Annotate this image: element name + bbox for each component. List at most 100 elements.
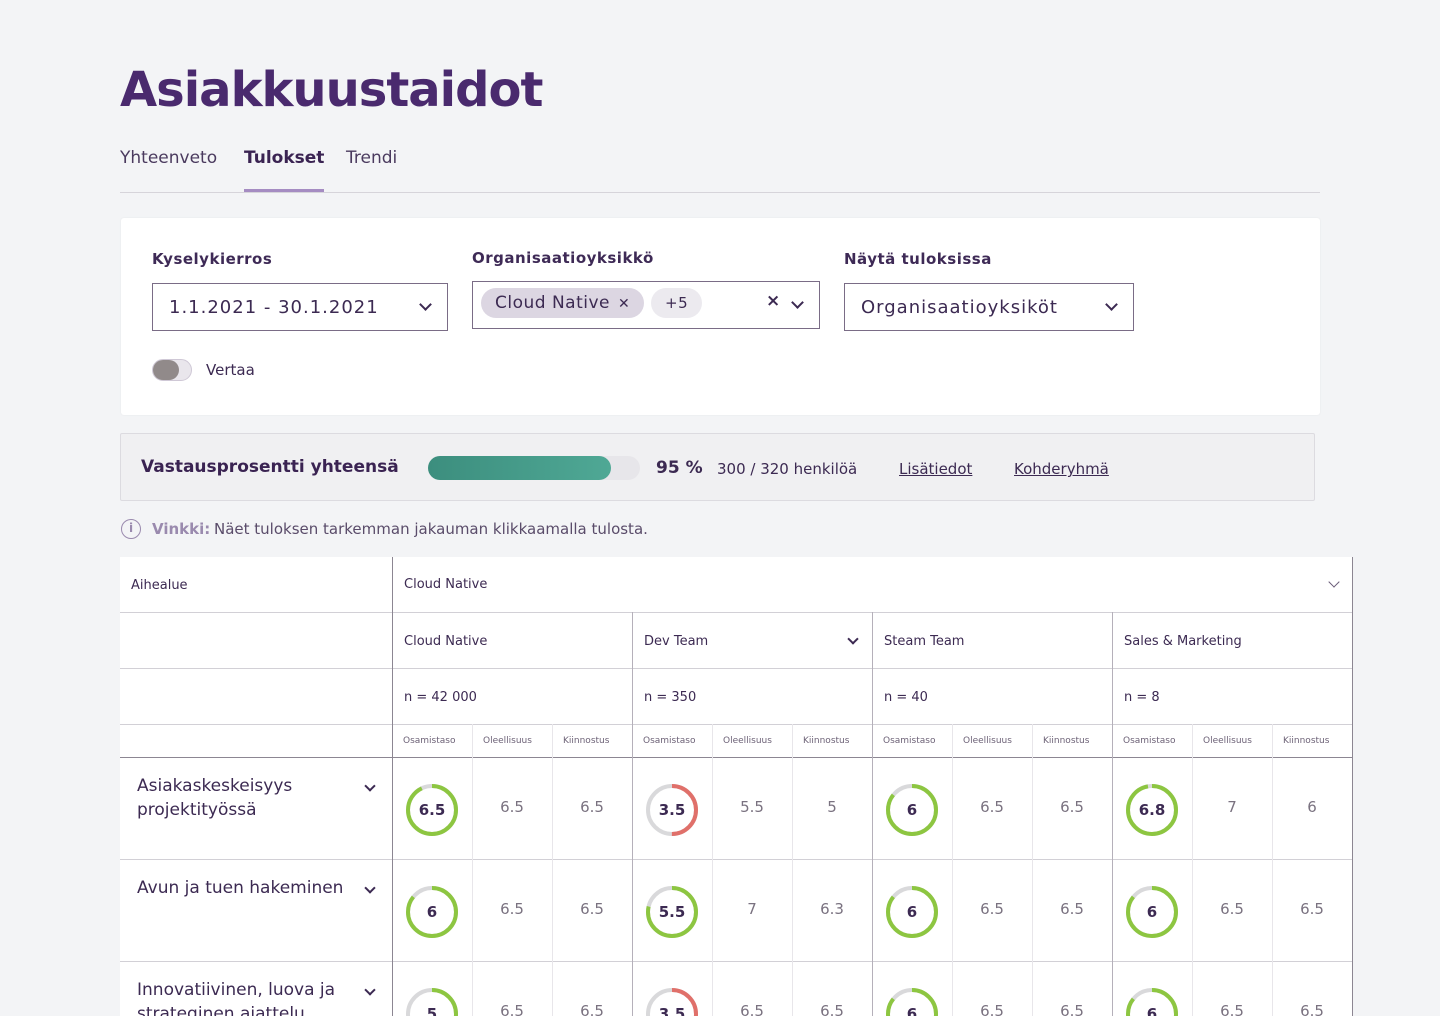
tab-tulokset[interactable]: Tulokset xyxy=(244,148,325,192)
interest-value[interactable]: 5 xyxy=(827,798,837,816)
chevron-down-icon[interactable] xyxy=(364,780,376,792)
score-ring[interactable] xyxy=(644,884,700,940)
response-title: Vastausprosentti yhteensä xyxy=(141,457,399,477)
round-label: Kyselykierros xyxy=(152,250,273,268)
relevance-value[interactable]: 6.5 xyxy=(500,1002,524,1016)
interest-value[interactable]: 6.5 xyxy=(580,1002,604,1016)
score-value[interactable]: 6 xyxy=(906,1005,918,1016)
interest-value[interactable]: 6.5 xyxy=(1060,900,1084,918)
score-value[interactable]: 3.5 xyxy=(658,1005,686,1016)
compare-toggle[interactable] xyxy=(152,359,192,381)
score-ring[interactable] xyxy=(644,986,700,1016)
score-ring[interactable] xyxy=(884,884,940,940)
ring-progress xyxy=(406,886,458,938)
interest-value[interactable]: 6.5 xyxy=(1300,1002,1324,1016)
score-value[interactable]: 6 xyxy=(1146,903,1158,921)
chevron-down-icon[interactable] xyxy=(1328,576,1340,588)
interest-value[interactable]: 6.5 xyxy=(820,1002,844,1016)
ring-progress xyxy=(646,886,698,938)
group-header[interactable]: Cloud Native xyxy=(404,577,488,592)
details-link[interactable]: Lisätiedot xyxy=(899,460,973,478)
score-value[interactable]: 6 xyxy=(426,903,438,921)
show-select[interactable]: Organisaatioyksiköt xyxy=(844,283,1134,331)
topic-label[interactable]: Innovatiivinen, luova ja strateginen aja… xyxy=(137,980,336,1016)
score-value[interactable]: 3.5 xyxy=(658,801,686,819)
tip-text: Näet tuloksen tarkemman jakauman klikkaa… xyxy=(214,520,648,538)
score-ring[interactable] xyxy=(884,986,940,1016)
metric-header: Oleellisuus xyxy=(963,736,1012,746)
tab-yhteenveto[interactable]: Yhteenveto xyxy=(120,148,218,168)
metric-header: Kiinnostus xyxy=(563,736,610,746)
topic-label[interactable]: Asiakaskeskeisyys projektityössä xyxy=(137,776,293,820)
interest-value[interactable]: 6.5 xyxy=(580,798,604,816)
metric-header: Kiinnostus xyxy=(803,736,850,746)
ring-progress xyxy=(1126,886,1178,938)
chevron-down-icon[interactable] xyxy=(364,984,376,996)
score-value[interactable]: 6.5 xyxy=(418,801,446,819)
score-ring[interactable] xyxy=(404,884,460,940)
org-more-chip[interactable]: +5 xyxy=(651,288,703,318)
relevance-value[interactable]: 6.5 xyxy=(980,798,1004,816)
tab-trendi[interactable]: Trendi xyxy=(346,148,398,168)
row-divider xyxy=(120,724,1353,725)
unit-divider xyxy=(1112,612,1113,1016)
relevance-value[interactable]: 6.5 xyxy=(1220,900,1244,918)
chevron-down-icon[interactable] xyxy=(847,633,859,645)
metric-header: Osamistaso xyxy=(643,736,696,746)
column-divider xyxy=(392,557,393,1016)
interest-value[interactable]: 6.5 xyxy=(580,900,604,918)
score-value[interactable]: 6.8 xyxy=(1138,801,1166,819)
topic-label[interactable]: Avun ja tuen hakeminen xyxy=(137,878,344,898)
score-ring[interactable] xyxy=(1124,782,1180,838)
target-group-link[interactable]: Kohderyhmä xyxy=(1014,460,1109,478)
relevance-value[interactable]: 6.5 xyxy=(980,1002,1004,1016)
metric-header: Oleellisuus xyxy=(1203,736,1252,746)
compare-label: Vertaa xyxy=(206,361,255,379)
org-select[interactable]: Cloud Native ✕ +5 × xyxy=(472,281,820,329)
interest-value[interactable]: 6.3 xyxy=(820,900,844,918)
relevance-value[interactable]: 6.5 xyxy=(500,900,524,918)
interest-value[interactable]: 6 xyxy=(1307,798,1317,816)
show-label: Näytä tuloksissa xyxy=(844,250,992,268)
unit-count: n = 350 xyxy=(644,690,697,705)
toggle-knob xyxy=(153,360,179,380)
chevron-down-icon[interactable] xyxy=(364,882,376,894)
score-ring[interactable] xyxy=(404,782,460,838)
relevance-value[interactable]: 6.5 xyxy=(500,798,524,816)
results-table: Aihealue Cloud Native Cloud Native n = 42… xyxy=(120,557,1353,1016)
ring-progress xyxy=(1126,784,1178,836)
score-value[interactable]: 5 xyxy=(426,1005,438,1016)
score-value[interactable]: 6 xyxy=(906,903,918,921)
relevance-value[interactable]: 6.5 xyxy=(740,1002,764,1016)
score-ring[interactable] xyxy=(1124,986,1180,1016)
round-select[interactable]: 1.1.2021 - 30.1.2021 xyxy=(152,283,448,331)
tab-bar: Yhteenveto Tulokset Trendi xyxy=(120,140,1320,193)
relevance-value[interactable]: 6.5 xyxy=(980,900,1004,918)
org-label: Organisaatioyksikkö xyxy=(472,249,654,267)
chevron-down-icon[interactable] xyxy=(791,296,804,309)
unit-header[interactable]: Dev Team xyxy=(644,634,709,649)
score-value[interactable]: 6 xyxy=(906,801,918,819)
unit-count: n = 42 000 xyxy=(404,690,477,705)
score-value[interactable]: 5.5 xyxy=(658,903,686,921)
interest-value[interactable]: 6.5 xyxy=(1060,798,1084,816)
response-progress-fill xyxy=(428,456,612,480)
score-ring[interactable] xyxy=(644,782,700,838)
interest-value[interactable]: 6.5 xyxy=(1300,900,1324,918)
clear-icon[interactable]: × xyxy=(766,291,781,311)
relevance-value[interactable]: 6.5 xyxy=(1220,1002,1244,1016)
sub-column-divider xyxy=(712,724,713,1016)
filter-panel: Kyselykierros 1.1.2021 - 30.1.2021 Organ… xyxy=(121,218,1320,415)
org-chip[interactable]: Cloud Native ✕ xyxy=(481,288,645,318)
score-ring[interactable] xyxy=(884,782,940,838)
interest-value[interactable]: 6.5 xyxy=(1060,1002,1084,1016)
score-ring[interactable] xyxy=(404,986,460,1016)
chip-remove-icon[interactable]: ✕ xyxy=(618,296,631,312)
score-ring[interactable] xyxy=(1124,884,1180,940)
page-title: Asiakkuustaidot xyxy=(120,62,543,118)
relevance-value[interactable]: 7 xyxy=(1227,798,1237,816)
score-value[interactable]: 6 xyxy=(1146,1005,1158,1016)
row-divider xyxy=(120,859,1353,860)
relevance-value[interactable]: 7 xyxy=(747,900,757,918)
relevance-value[interactable]: 5.5 xyxy=(740,798,764,816)
